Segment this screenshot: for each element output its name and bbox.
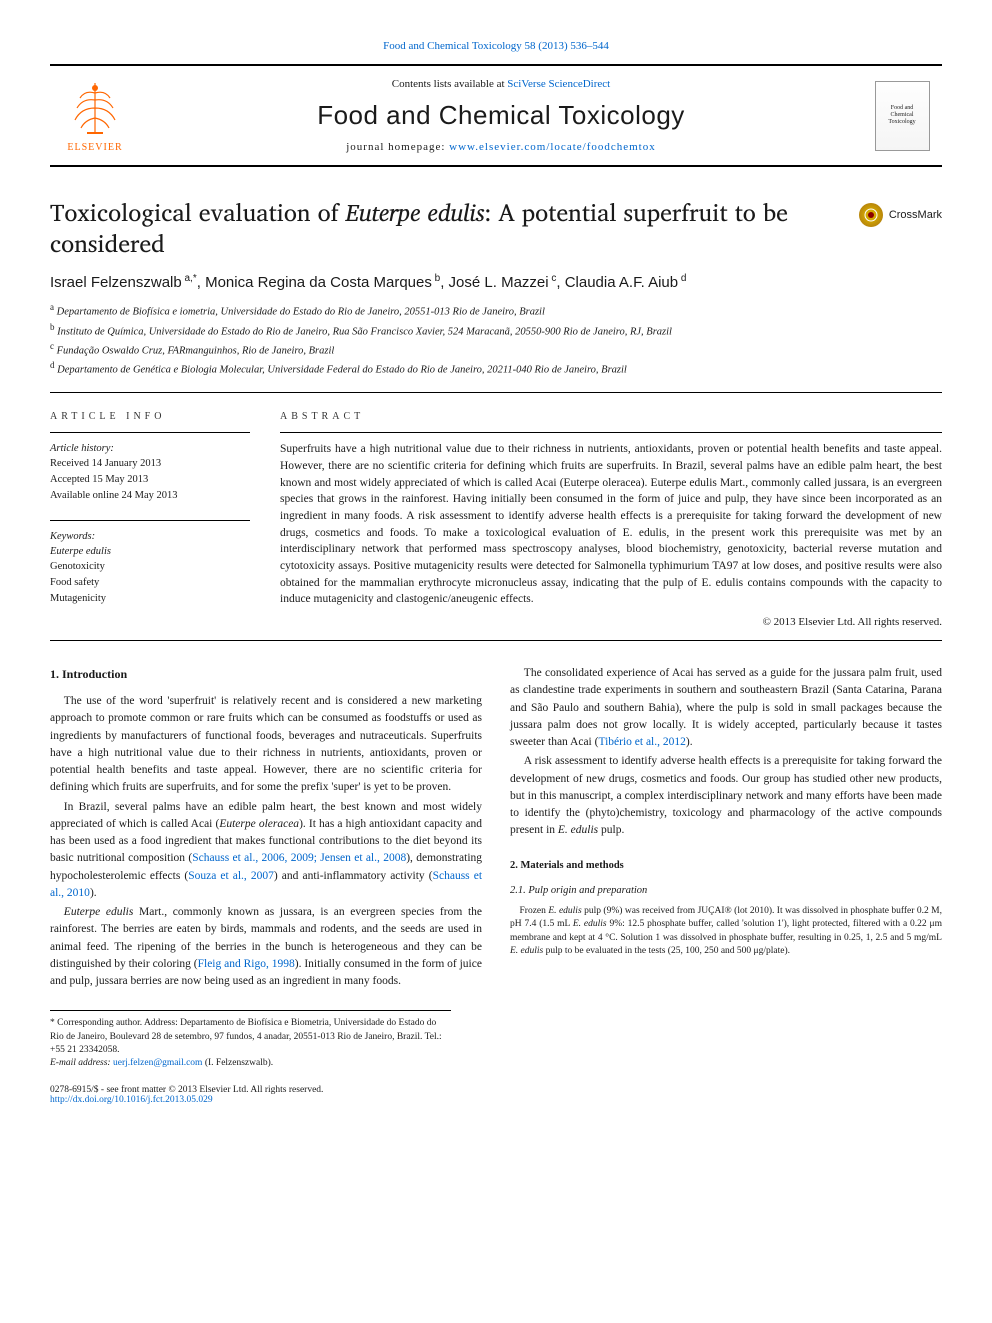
publisher-label: ELSEVIER [67,142,122,153]
journal-ref-link[interactable]: Food and Chemical Toxicology 58 (2013) 5… [50,40,942,52]
doi-link[interactable]: http://dx.doi.org/10.1016/j.fct.2013.05.… [50,1095,323,1105]
email-link[interactable]: uerj.felzen@gmail.com [113,1058,202,1068]
elsevier-tree-icon [65,78,125,138]
section-introduction-heading: 1. Introduction [50,665,482,683]
citation-link[interactable]: Fleig and Rigo, 1998 [198,958,295,970]
contents-line: Contents lists available at SciVerse Sci… [140,78,862,90]
page-footer: 0278-6915/$ - see front matter © 2013 El… [50,1085,942,1105]
homepage-line: journal homepage: www.elsevier.com/locat… [140,141,862,153]
affiliations: a Departamento de Biofísica e iometria, … [50,301,942,378]
article-info-column: ARTICLE INFO Article history: Received 1… [50,411,250,628]
journal-homepage-link[interactable]: www.elsevier.com/locate/foodchemtox [449,141,656,153]
article-info-heading: ARTICLE INFO [50,411,250,422]
crossmark-icon [864,208,878,222]
crossmark-badge[interactable]: CrossMark [859,203,942,227]
abstract-copyright: © 2013 Elsevier Ltd. All rights reserved… [280,616,942,628]
intro-p4: The consolidated experience of Acai has … [510,665,942,751]
intro-p2: In Brazil, several palms have an edible … [50,799,482,903]
body-text: 1. Introduction The use of the word 'sup… [50,665,942,990]
sciencedirect-link[interactable]: SciVerse ScienceDirect [507,78,610,90]
article-title: Toxicological evaluation of Euterpe edul… [50,197,839,259]
section-methods-sub1: 2.1. Pulp origin and preparation [510,883,942,899]
journal-title: Food and Chemical Toxicology [140,100,862,131]
masthead: ELSEVIER Contents lists available at Sci… [50,64,942,167]
journal-cover-thumbnail: Food and Chemical Toxicology [875,81,930,151]
citation-link[interactable]: Schauss et al., 2006, 2009; Jensen et al… [192,852,406,864]
citation-link[interactable]: Tibério et al., 2012 [598,736,685,748]
abstract-column: ABSTRACT Superfruits have a high nutriti… [280,411,942,628]
intro-p3: Euterpe edulis Mart., commonly known as … [50,904,482,990]
abstract-text: Superfruits have a high nutritional valu… [280,441,942,608]
intro-p5: A risk assessment to identify adverse he… [510,753,942,839]
section-methods-heading: 2. Materials and methods [510,858,942,874]
abstract-heading: ABSTRACT [280,411,942,422]
authors-line: Israel Felzenszwalb a,*, Monica Regina d… [50,273,942,291]
methods-p1: Frozen E. edulis pulp (9%) was received … [510,905,942,958]
citation-link[interactable]: Souza et al., 2007 [188,870,274,882]
publisher-logo-block: ELSEVIER [50,78,140,153]
corresponding-author-footnote: * Corresponding author. Address: Departa… [50,1010,451,1070]
intro-p1: The use of the word 'superfruit' is rela… [50,693,482,797]
